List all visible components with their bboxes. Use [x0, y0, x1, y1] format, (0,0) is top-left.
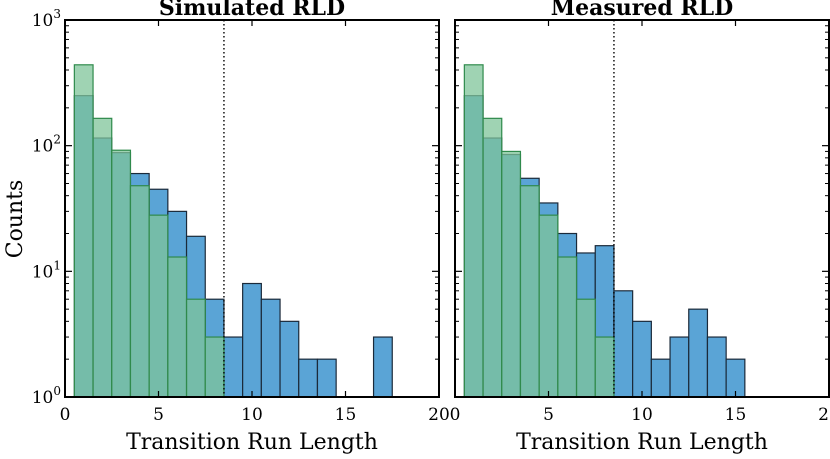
- bar-series-1-bin-12: [669, 336, 690, 398]
- bar-series-1-bin-9: [223, 336, 244, 398]
- x-tick-label: 0: [450, 405, 461, 425]
- bar-series-2-bin-1: [463, 64, 484, 398]
- x-tick-label: 20: [428, 405, 450, 425]
- bar-series-1-bin-13: [298, 358, 319, 398]
- x-tick-label: 5: [153, 405, 164, 425]
- bar-series-2-bin-3: [501, 150, 522, 398]
- bar-series-2-bin-8: [204, 336, 225, 398]
- bar-series-2-bin-5: [148, 214, 169, 398]
- y-tick-label: 101: [32, 258, 61, 282]
- x-tick-label: 10: [631, 405, 653, 425]
- panel-1: 0 5 10 15 20 100 101 102 103 Simulated RLD Transit…: [32, 0, 450, 455]
- bar-series-1-bin-14: [316, 358, 337, 398]
- x-axis-label: Transition Run Length: [516, 430, 768, 455]
- bar-series-2-bin-2: [92, 117, 113, 398]
- x-tick-label: 15: [335, 405, 357, 425]
- bar-series-1-bin-17: [372, 336, 393, 398]
- bar-series-2-bin-3: [111, 149, 132, 398]
- bar-series-1-bin-11: [650, 358, 671, 398]
- bar-series-2-bin-5: [538, 214, 559, 398]
- bar-series-2-bin-7: [185, 298, 206, 398]
- y-tick-label: 100: [32, 384, 61, 408]
- bar-series-2-bin-1: [73, 64, 94, 398]
- y-axis-label: Counts: [3, 180, 28, 259]
- panel-title: Simulated RLD: [159, 0, 345, 21]
- x-tick-label: 0: [60, 405, 71, 425]
- bar-series-2-bin-2: [482, 117, 503, 398]
- x-tick-label: 5: [543, 405, 554, 425]
- x-tick-label: 10: [241, 405, 263, 425]
- x-tick-label: 20: [818, 405, 830, 425]
- bar-series-1-bin-11: [260, 298, 281, 398]
- bar-series-2-bin-6: [557, 256, 578, 398]
- bar-series-1-bin-14: [706, 336, 727, 398]
- bar-series-2-bin-4: [519, 185, 540, 398]
- bar-series-2-bin-6: [167, 256, 188, 398]
- bar-series-1-bin-10: [632, 320, 652, 398]
- bar-series-2-bin-7: [575, 298, 596, 398]
- panel-title: Measured RLD: [551, 0, 733, 21]
- panel-2: 0 5 10 15 20 Measured RLD Transition Run Lengt…: [450, 0, 830, 455]
- bar-series-2-bin-4: [129, 185, 150, 398]
- y-tick-label: 103: [32, 7, 61, 31]
- bar-series-1-bin-9: [613, 290, 634, 398]
- bar-series-1-bin-13: [688, 308, 709, 398]
- bar-series-2-bin-8: [594, 336, 615, 398]
- bar-series-1-bin-12: [279, 320, 300, 398]
- bar-series-1-bin-10: [242, 282, 262, 398]
- x-tick-label: 15: [725, 405, 747, 425]
- y-tick-label: 102: [32, 133, 61, 157]
- x-axis-label: Transition Run Length: [126, 430, 378, 455]
